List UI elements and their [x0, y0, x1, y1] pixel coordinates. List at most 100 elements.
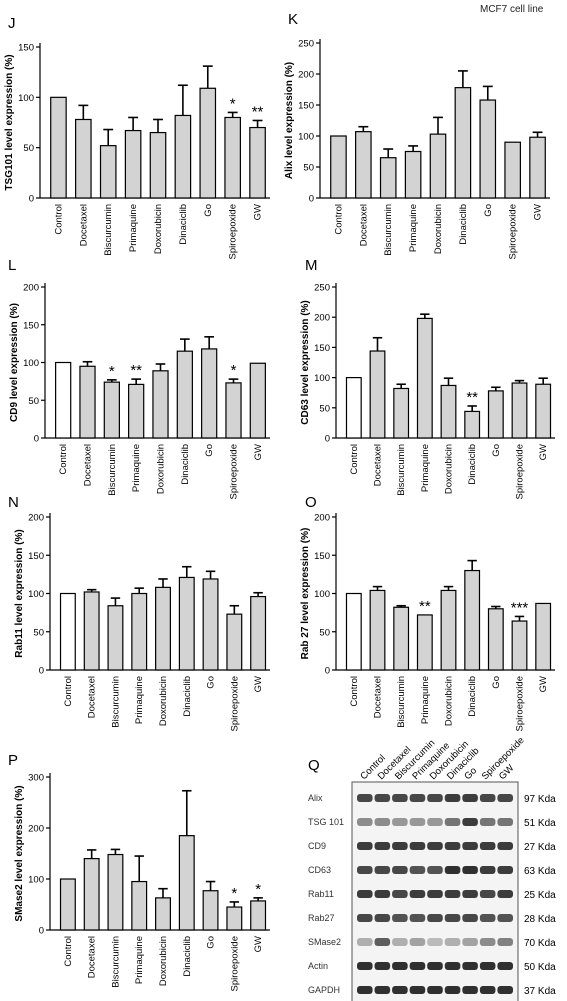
x-tick-label: Spiroepoxide: [229, 936, 240, 991]
x-tick-label: Docetaxel: [83, 444, 94, 486]
bar-docetaxel: [79, 365, 96, 439]
y-tick-label: 100: [298, 132, 314, 143]
bar-gw: [250, 595, 267, 671]
bar-dinaciclib: [464, 569, 481, 671]
bar-go: [202, 890, 219, 931]
y-tick-label: 50: [28, 396, 39, 407]
bar-chart-panels: J TSG101 level expression (%) 0 50 100 150 Con…: [4, 11, 555, 991]
blot-band: [497, 794, 513, 802]
blot-row-label: Alix: [308, 793, 323, 803]
x-tick-label: Primaquine: [420, 444, 431, 492]
blot-row-label: CD9: [308, 841, 326, 851]
blot-band: [374, 890, 391, 898]
blot-band: [462, 890, 478, 898]
blot-band: [357, 890, 373, 898]
y-axis-label: Rab 27 level expression (%): [300, 528, 311, 660]
bar-docetaxel: [83, 591, 100, 671]
x-tick-label: Biscurcumin: [396, 444, 407, 496]
bar-biscurcumin: [379, 157, 397, 199]
significance-mark: **: [419, 598, 431, 615]
bar-dinaciclib: [464, 410, 481, 439]
y-tick-label: 100: [314, 589, 330, 600]
y-tick-label: 200: [314, 313, 330, 324]
bar-dinaciclib: [176, 350, 193, 439]
blot-band: [479, 890, 496, 898]
bar-control: [55, 361, 72, 439]
blot-band: [374, 962, 391, 970]
panel-letter: O: [305, 494, 317, 511]
western-blot-panel: Q ControlDocetaxelBiscurcuminPrimaquineDo…: [308, 735, 556, 1001]
panel-letter: J: [8, 15, 16, 32]
x-tick-label: Docetaxel: [78, 204, 89, 246]
y-tick-label: 0: [39, 926, 44, 937]
y-axis-label: SMase2 level expression (%): [14, 785, 25, 921]
bar-biscurcumin: [103, 381, 120, 439]
significance-mark: *: [231, 362, 237, 379]
blot-band: [444, 914, 461, 922]
x-tick-label: GW: [253, 444, 264, 460]
bar-doxorubicin: [440, 589, 457, 671]
y-tick-label: 100: [23, 358, 39, 369]
x-tick-label: Primaquine: [128, 204, 139, 252]
y-tick-label: 250: [314, 283, 330, 294]
blot-band: [444, 890, 461, 898]
bar-biscurcumin: [393, 387, 410, 439]
bar-gw: [250, 900, 267, 931]
x-tick-label: Doxorubicin: [433, 204, 444, 254]
x-tick-label: Control: [333, 204, 344, 235]
x-tick-label: Biscurcumin: [396, 676, 407, 728]
x-tick-label: Docetaxel: [373, 444, 384, 486]
x-tick-label: Dinaciclib: [180, 444, 191, 485]
blot-band: [392, 794, 408, 802]
bar-docetaxel: [83, 857, 100, 931]
x-tick-label: Spiroepoxide: [515, 444, 526, 499]
panel-letter: N: [8, 494, 19, 511]
blot-band: [444, 794, 461, 802]
panel-l: L CD9 level expression (%) 0 50 100 150 200 Con…: [8, 257, 270, 499]
x-tick-label: Dinaciclib: [182, 936, 193, 977]
blot-kda-label: 63 Kda: [524, 866, 556, 877]
bar-docetaxel: [75, 118, 92, 199]
bar-spiroepoxide: [504, 141, 521, 199]
bar-doxorubicin: [155, 586, 171, 671]
blot-band: [409, 986, 426, 994]
blot-row-label: Rab11: [308, 889, 334, 899]
x-tick-label: Go: [206, 676, 217, 689]
panel-p: P SMase2 level expression (%) 0 100 200 300 Co…: [8, 752, 270, 991]
bar-control: [59, 878, 76, 931]
blot-band: [462, 818, 478, 826]
blot-band: [392, 914, 408, 922]
blot-band: [374, 986, 391, 994]
x-tick-label: Docetaxel: [87, 936, 98, 978]
bar-go: [201, 348, 218, 439]
blot-band: [357, 866, 373, 874]
blot-kda-label: 28 Kda: [524, 914, 556, 925]
blot-band: [427, 962, 443, 970]
x-tick-label: Doxorubicin: [444, 676, 455, 726]
blot-band: [444, 962, 461, 970]
y-tick-label: 100: [28, 875, 44, 886]
panel-letter: K: [288, 11, 298, 28]
bar-go: [487, 608, 504, 671]
y-axis-label: TSG101 level expression (%): [4, 54, 15, 190]
bar-spiroepoxide: [511, 620, 528, 671]
blot-band: [444, 986, 461, 994]
x-tick-label: Doxorubicin: [156, 444, 167, 494]
blot-band: [497, 842, 513, 850]
x-tick-label: Go: [491, 444, 502, 457]
cell-line-note: MCF7 cell line: [480, 4, 544, 15]
blot-band: [479, 938, 496, 946]
x-tick-label: Go: [204, 444, 215, 457]
y-tick-label: 0: [39, 666, 44, 677]
x-tick-label: Dinaciclib: [467, 444, 478, 485]
blot-band: [479, 962, 496, 970]
bar-doxorubicin: [155, 897, 171, 931]
bar-doxorubicin: [149, 131, 167, 199]
blot-band: [479, 866, 496, 874]
blot-band: [357, 914, 373, 922]
blot-band: [374, 842, 391, 850]
blot-band: [374, 818, 391, 826]
bar-control: [345, 377, 362, 439]
panel-k: K Alix level expression (%) 0 50 100 150 200 25…: [284, 11, 550, 259]
blot-band: [357, 842, 373, 850]
